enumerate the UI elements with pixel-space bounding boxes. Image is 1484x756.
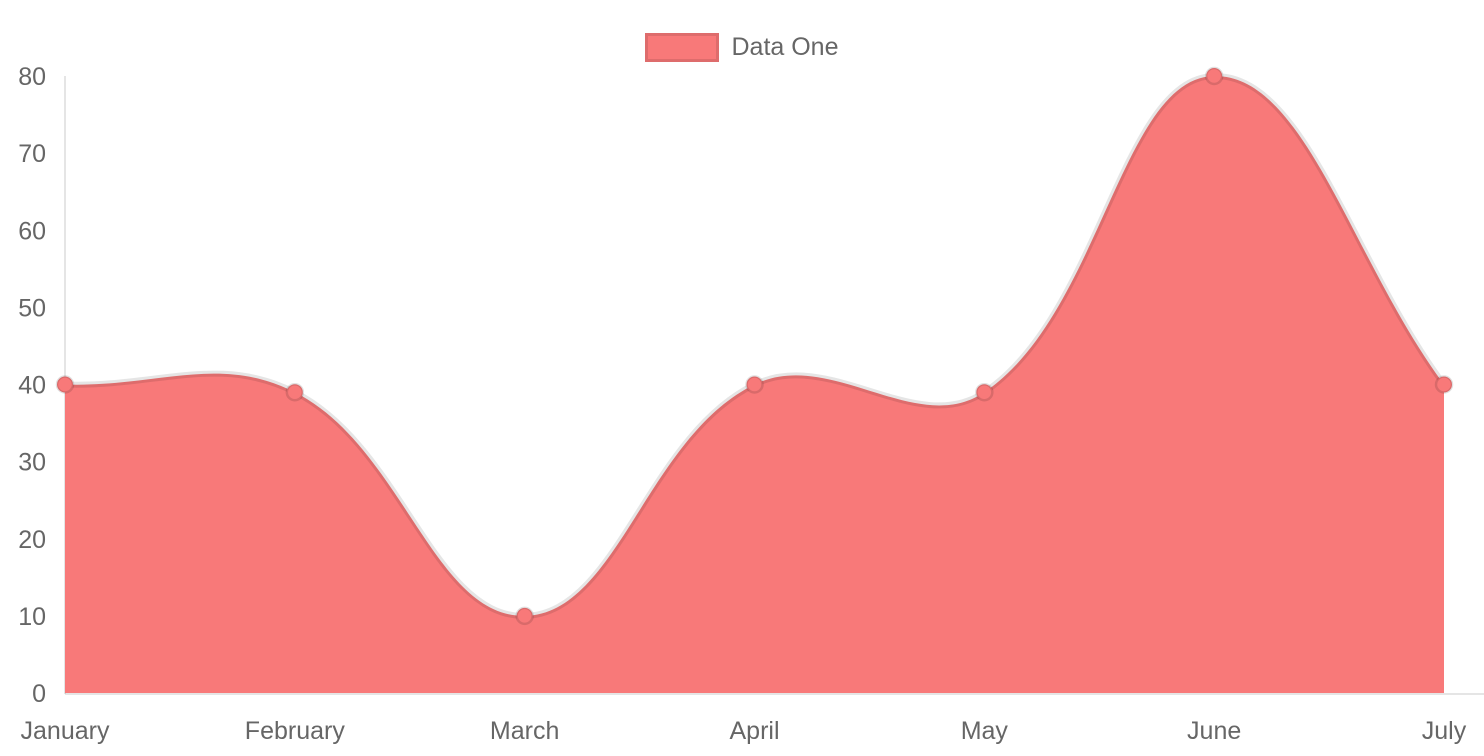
data-point[interactable]	[55, 375, 75, 394]
data-point[interactable]	[515, 606, 534, 626]
chart-legend: Data One	[0, 33, 1484, 62]
x-tick-label: May	[961, 717, 1009, 745]
y-tick-label: 10	[18, 603, 46, 631]
x-tick-label: June	[1187, 717, 1241, 745]
y-tick-label: 50	[18, 294, 46, 322]
y-tick-label: 60	[18, 217, 46, 245]
data-point[interactable]	[285, 382, 305, 402]
data-point[interactable]	[975, 382, 994, 402]
data-point[interactable]	[1204, 66, 1224, 86]
x-tick-label: February	[245, 717, 346, 745]
x-tick-label: March	[490, 717, 559, 745]
y-tick-label: 20	[18, 526, 46, 554]
x-tick-label: July	[1422, 717, 1467, 745]
x-tick-label: January	[21, 717, 110, 745]
y-tick-label: 0	[32, 680, 46, 708]
area-fill	[65, 75, 1444, 693]
data-point[interactable]	[1434, 375, 1454, 394]
data-point[interactable]	[745, 375, 764, 394]
legend-label: Data One	[731, 33, 839, 61]
legend-item-data-one[interactable]: Data One	[645, 33, 839, 62]
y-tick-label: 40	[18, 372, 46, 400]
y-tick-label: 70	[18, 140, 46, 168]
y-tick-label: 30	[18, 449, 46, 477]
x-tick-label: April	[729, 717, 779, 745]
legend-color-swatch-icon	[645, 33, 720, 62]
y-tick-label: 80	[18, 63, 46, 91]
